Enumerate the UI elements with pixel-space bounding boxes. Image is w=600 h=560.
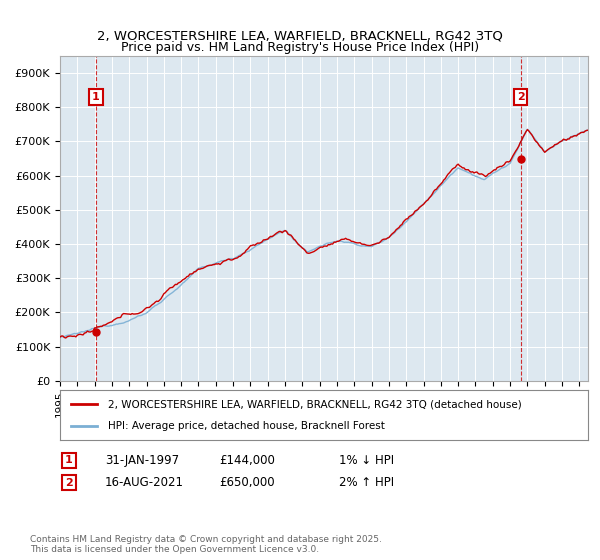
Text: 1: 1 bbox=[92, 92, 100, 102]
Text: 2, WORCESTERSHIRE LEA, WARFIELD, BRACKNELL, RG42 3TQ: 2, WORCESTERSHIRE LEA, WARFIELD, BRACKNE… bbox=[97, 30, 503, 43]
Text: Price paid vs. HM Land Registry's House Price Index (HPI): Price paid vs. HM Land Registry's House … bbox=[121, 41, 479, 54]
Text: HPI: Average price, detached house, Bracknell Forest: HPI: Average price, detached house, Brac… bbox=[107, 421, 385, 431]
Text: 2: 2 bbox=[65, 478, 73, 488]
Text: 2, WORCESTERSHIRE LEA, WARFIELD, BRACKNELL, RG42 3TQ (detached house): 2, WORCESTERSHIRE LEA, WARFIELD, BRACKNE… bbox=[107, 399, 521, 409]
Text: £144,000: £144,000 bbox=[219, 454, 275, 467]
Text: Contains HM Land Registry data © Crown copyright and database right 2025.
This d: Contains HM Land Registry data © Crown c… bbox=[30, 535, 382, 554]
Text: 1: 1 bbox=[65, 455, 73, 465]
Text: 16-AUG-2021: 16-AUG-2021 bbox=[105, 476, 184, 489]
Text: £650,000: £650,000 bbox=[219, 476, 275, 489]
Text: 2: 2 bbox=[517, 92, 525, 102]
Text: 2% ↑ HPI: 2% ↑ HPI bbox=[339, 476, 394, 489]
Text: 31-JAN-1997: 31-JAN-1997 bbox=[105, 454, 179, 467]
Text: 1% ↓ HPI: 1% ↓ HPI bbox=[339, 454, 394, 467]
